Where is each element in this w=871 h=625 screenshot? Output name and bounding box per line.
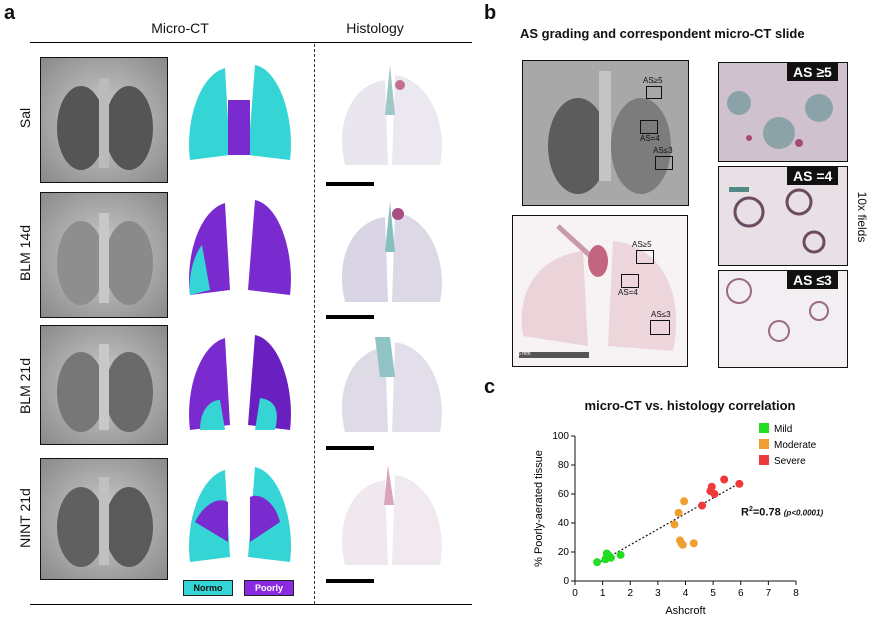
r2-annotation: R2=0.78 (p<0.0001)	[741, 506, 823, 519]
x-axis-label: Ashcroft	[665, 605, 705, 617]
footer-rule	[30, 604, 472, 605]
r2-value: =0.78	[752, 506, 781, 519]
ct-roi-label-as3: AS≤3	[653, 146, 673, 155]
hist-roi-as5	[636, 250, 654, 264]
x-tick-label: 4	[683, 588, 689, 599]
hist-roi-as4	[621, 274, 639, 288]
panel-c-letter: c	[484, 376, 496, 398]
panel-b-letter: b	[484, 2, 497, 24]
chart-legend: Mild Moderate Severe	[759, 423, 817, 467]
field-tag-as5: AS ≥5	[787, 63, 838, 81]
row-label-nint21: NINT 21d	[17, 488, 33, 548]
histology-sal	[341, 65, 442, 165]
scalebar-1	[326, 182, 374, 186]
scalebar-3	[326, 446, 374, 450]
header-rule	[30, 42, 472, 43]
ct-image-nint21	[40, 458, 168, 580]
x-tick-label: 6	[738, 588, 744, 599]
legend-swatch-severe	[759, 455, 769, 465]
row-label-blm21: BLM 21d	[17, 357, 33, 415]
data-point-moderate	[678, 540, 687, 549]
y-tick-label: 0	[563, 576, 569, 587]
y-tick-label: 80	[558, 460, 570, 471]
data-point-mild	[593, 558, 602, 567]
x-tick-label: 3	[655, 588, 661, 599]
histology-column-header: Histology	[346, 20, 404, 36]
lung-3d-blm14	[189, 200, 291, 295]
hist-roi-as3	[650, 320, 670, 335]
histology-nint21	[341, 465, 442, 565]
data-point-severe	[698, 501, 707, 510]
x-tick-label: 5	[710, 588, 716, 599]
data-point-severe	[735, 479, 744, 488]
legend-swatch-mild	[759, 423, 769, 433]
histology-blm14	[341, 202, 442, 302]
hist-roi-label-as4: AS=4	[618, 288, 638, 297]
data-point-severe	[720, 475, 729, 484]
column-divider	[314, 44, 315, 604]
legend-poorly: Poorly	[244, 580, 294, 596]
ct-roi-label-as5: AS≥5	[643, 76, 663, 85]
panel-a-letter: a	[4, 2, 16, 24]
fields-side-label: 10x fields	[855, 191, 869, 243]
ct-roi-as3	[655, 156, 673, 170]
x-tick-label: 8	[793, 588, 799, 599]
lung-3d-nint21	[189, 467, 291, 562]
field-tag-as4: AS =4	[787, 167, 839, 185]
data-point-severe	[710, 490, 719, 498]
legend-swatch-moderate	[759, 439, 769, 449]
ct-image-sal	[40, 57, 168, 183]
data-point-moderate	[670, 520, 679, 529]
y-tick-label: 20	[558, 547, 570, 558]
panel-b-title: AS grading and correspondent micro-CT sl…	[520, 26, 805, 41]
hist-roi-label-as3: AS≤3	[651, 310, 671, 319]
legend-label-moderate: Moderate	[774, 440, 817, 451]
x-tick-label: 0	[572, 588, 578, 599]
row-label-blm14: BLM 14d	[17, 224, 33, 282]
data-point-moderate	[680, 497, 689, 506]
ct-roi-label-as4: AS=4	[640, 134, 660, 143]
lung-3d-sal	[189, 65, 291, 160]
legend-label-severe: Severe	[774, 456, 806, 467]
ct-image-blm14	[40, 192, 168, 318]
p-value: (p<0.0001)	[783, 508, 824, 518]
legend-normo: Normo	[183, 580, 233, 596]
y-tick-label: 100	[552, 431, 569, 442]
lung-3d-blm21	[189, 335, 291, 430]
r2-superscript: 2	[748, 506, 753, 513]
r2-label: R	[741, 506, 749, 519]
ct-roi-as5	[646, 86, 662, 99]
panel-b-histology-slide	[512, 215, 688, 367]
data-point-severe	[707, 482, 716, 491]
data-point-mild	[606, 553, 615, 562]
ct-image-blm21	[40, 325, 168, 445]
scalebar-4	[326, 579, 374, 583]
x-tick-label: 7	[766, 588, 772, 599]
ct-roi-as4	[640, 120, 658, 134]
x-tick-label: 2	[627, 588, 633, 599]
panel-b-ct-slide	[522, 60, 689, 206]
panel-c-title: micro-CT vs. histology correlation	[584, 398, 796, 413]
data-point-moderate	[674, 508, 683, 517]
data-points	[593, 475, 744, 567]
histology-scalebar-label: 5 mm	[518, 351, 531, 357]
scalebar-2	[326, 315, 374, 319]
hist-roi-label-as5: AS≥5	[632, 240, 652, 249]
data-point-mild	[616, 550, 625, 559]
field-tag-as3: AS ≤3	[787, 271, 838, 289]
microct-column-header: Micro-CT	[151, 20, 209, 36]
x-tick-label: 1	[600, 588, 606, 599]
row-label-sal: Sal	[17, 107, 33, 129]
y-axis-label: % Poorly-aerated tissue	[533, 450, 545, 567]
y-tick-label: 40	[558, 518, 570, 529]
histology-blm21	[341, 337, 442, 432]
legend-label-mild: Mild	[774, 424, 792, 435]
y-tick-label: 60	[558, 489, 570, 500]
data-point-moderate	[689, 539, 698, 548]
